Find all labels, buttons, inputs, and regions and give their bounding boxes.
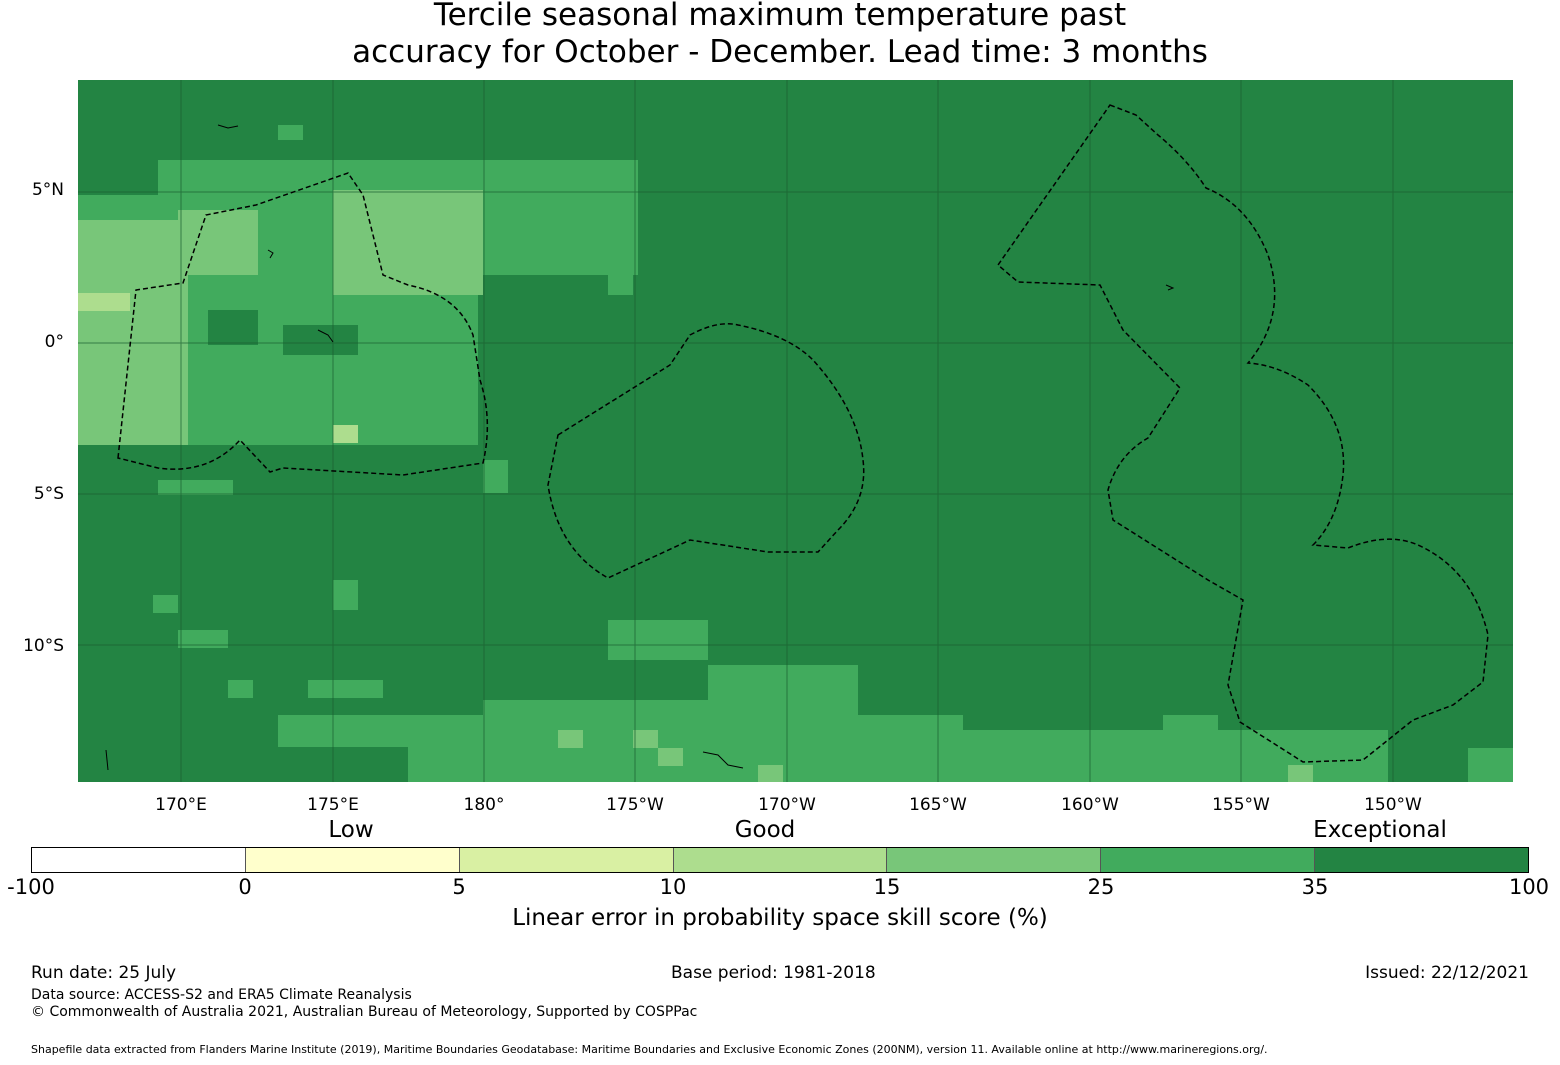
skill-cell — [1163, 715, 1218, 745]
lat-label-10s: 10°S — [23, 636, 64, 656]
colorbar-tick: 10 — [659, 875, 687, 899]
skill-cell — [208, 310, 258, 345]
eez-boundary-east — [996, 104, 1489, 763]
skill-score-map — [78, 80, 1513, 782]
skill-cell — [633, 730, 658, 748]
skill-cell — [308, 680, 383, 698]
colorbar-tick: -100 — [7, 875, 55, 899]
data-source: Data source: ACCESS-S2 and ERA5 Climate … — [31, 987, 412, 1003]
colorbar-label: Linear error in probability space skill … — [512, 905, 1048, 931]
chart-title-line-1: Tercile seasonal maximum temperature pas… — [433, 0, 1127, 33]
skill-cell — [408, 190, 483, 265]
legend-category-good: Good — [734, 817, 796, 843]
lon-label-170e: 170°E — [155, 795, 207, 815]
skill-cell — [483, 460, 508, 493]
lon-label-165w: 165°W — [909, 795, 967, 815]
skill-cell — [178, 210, 258, 275]
colorbar-bin — [1101, 848, 1316, 872]
colorbar-tick: 15 — [873, 875, 901, 899]
lon-label-170w: 170°W — [758, 795, 816, 815]
skill-cell — [558, 730, 583, 748]
lon-label-155w: 155°W — [1212, 795, 1270, 815]
skill-cell — [608, 235, 633, 295]
skill-cell — [1468, 748, 1513, 782]
colorbar-tick: 35 — [1301, 875, 1329, 899]
skill-cell — [158, 480, 233, 495]
lon-label-180: 180° — [463, 795, 505, 815]
colorbar-bin — [459, 848, 674, 872]
skill-cell — [658, 748, 683, 766]
lon-label-175w: 175°W — [606, 795, 664, 815]
lat-label-0: 0° — [44, 332, 64, 352]
shapefile-credit: Shapefile data extracted from Flanders M… — [31, 1043, 1268, 1056]
skill-cells — [78, 125, 638, 610]
graticule — [78, 80, 1513, 782]
base-period: Base period: 1981-2018 — [671, 963, 876, 983]
island-outline — [317, 329, 334, 343]
skill-cell — [783, 715, 963, 782]
lon-label-160w: 160°W — [1061, 795, 1119, 815]
skill-cell — [408, 715, 488, 782]
lat-label-5n: 5°N — [31, 180, 64, 200]
colorbar-bin — [887, 848, 1102, 872]
skill-cell — [278, 125, 303, 140]
lat-label-5s: 5°S — [33, 484, 64, 504]
skill-cell — [78, 293, 130, 311]
skill-cell — [1288, 765, 1313, 782]
colorbar-bin — [32, 848, 246, 872]
colorbar — [31, 847, 1529, 873]
skill-cell — [333, 425, 358, 443]
legend-category-low: Low — [328, 817, 374, 843]
colorbar-bin — [1315, 848, 1529, 872]
colorbar-bin — [673, 848, 888, 872]
colorbar-tick: 0 — [238, 875, 252, 899]
lon-label-150w: 150°W — [1364, 795, 1422, 815]
island-outline — [217, 124, 239, 129]
skill-cell — [608, 620, 708, 660]
colorbar-tick: 25 — [1087, 875, 1115, 899]
skill-cell — [78, 220, 188, 445]
colorbar-bin — [245, 848, 460, 872]
islands — [105, 124, 1175, 771]
colorbar-tick: 100 — [1508, 875, 1550, 899]
issued-date: Issued: 22/12/2021 — [1365, 963, 1529, 983]
eez-boundary-central — [547, 323, 865, 579]
run-date: Run date: 25 July — [31, 963, 177, 983]
colorbar-tick: 5 — [452, 875, 466, 899]
island-outline — [105, 749, 109, 771]
copyright: © Commonwealth of Australia 2021, Austra… — [31, 1004, 698, 1020]
chart-title-line-2: accuracy for October - December. Lead ti… — [352, 34, 1208, 70]
lon-label-175e: 175°E — [307, 795, 359, 815]
legend-category-exceptional: Exceptional — [1313, 817, 1447, 843]
skill-cells-south — [153, 595, 1513, 782]
eez-boundaries — [117, 104, 1489, 763]
skill-cell — [153, 595, 178, 613]
eez-boundary-west — [117, 172, 489, 476]
island-outline — [702, 751, 744, 769]
island-outline — [267, 249, 274, 259]
skill-cell — [758, 765, 783, 782]
island-outline — [1165, 284, 1175, 291]
skill-cell — [178, 630, 228, 648]
skill-cell — [283, 325, 358, 355]
skill-cell — [333, 580, 358, 610]
skill-cell — [228, 680, 253, 698]
skill-cell — [278, 715, 408, 747]
